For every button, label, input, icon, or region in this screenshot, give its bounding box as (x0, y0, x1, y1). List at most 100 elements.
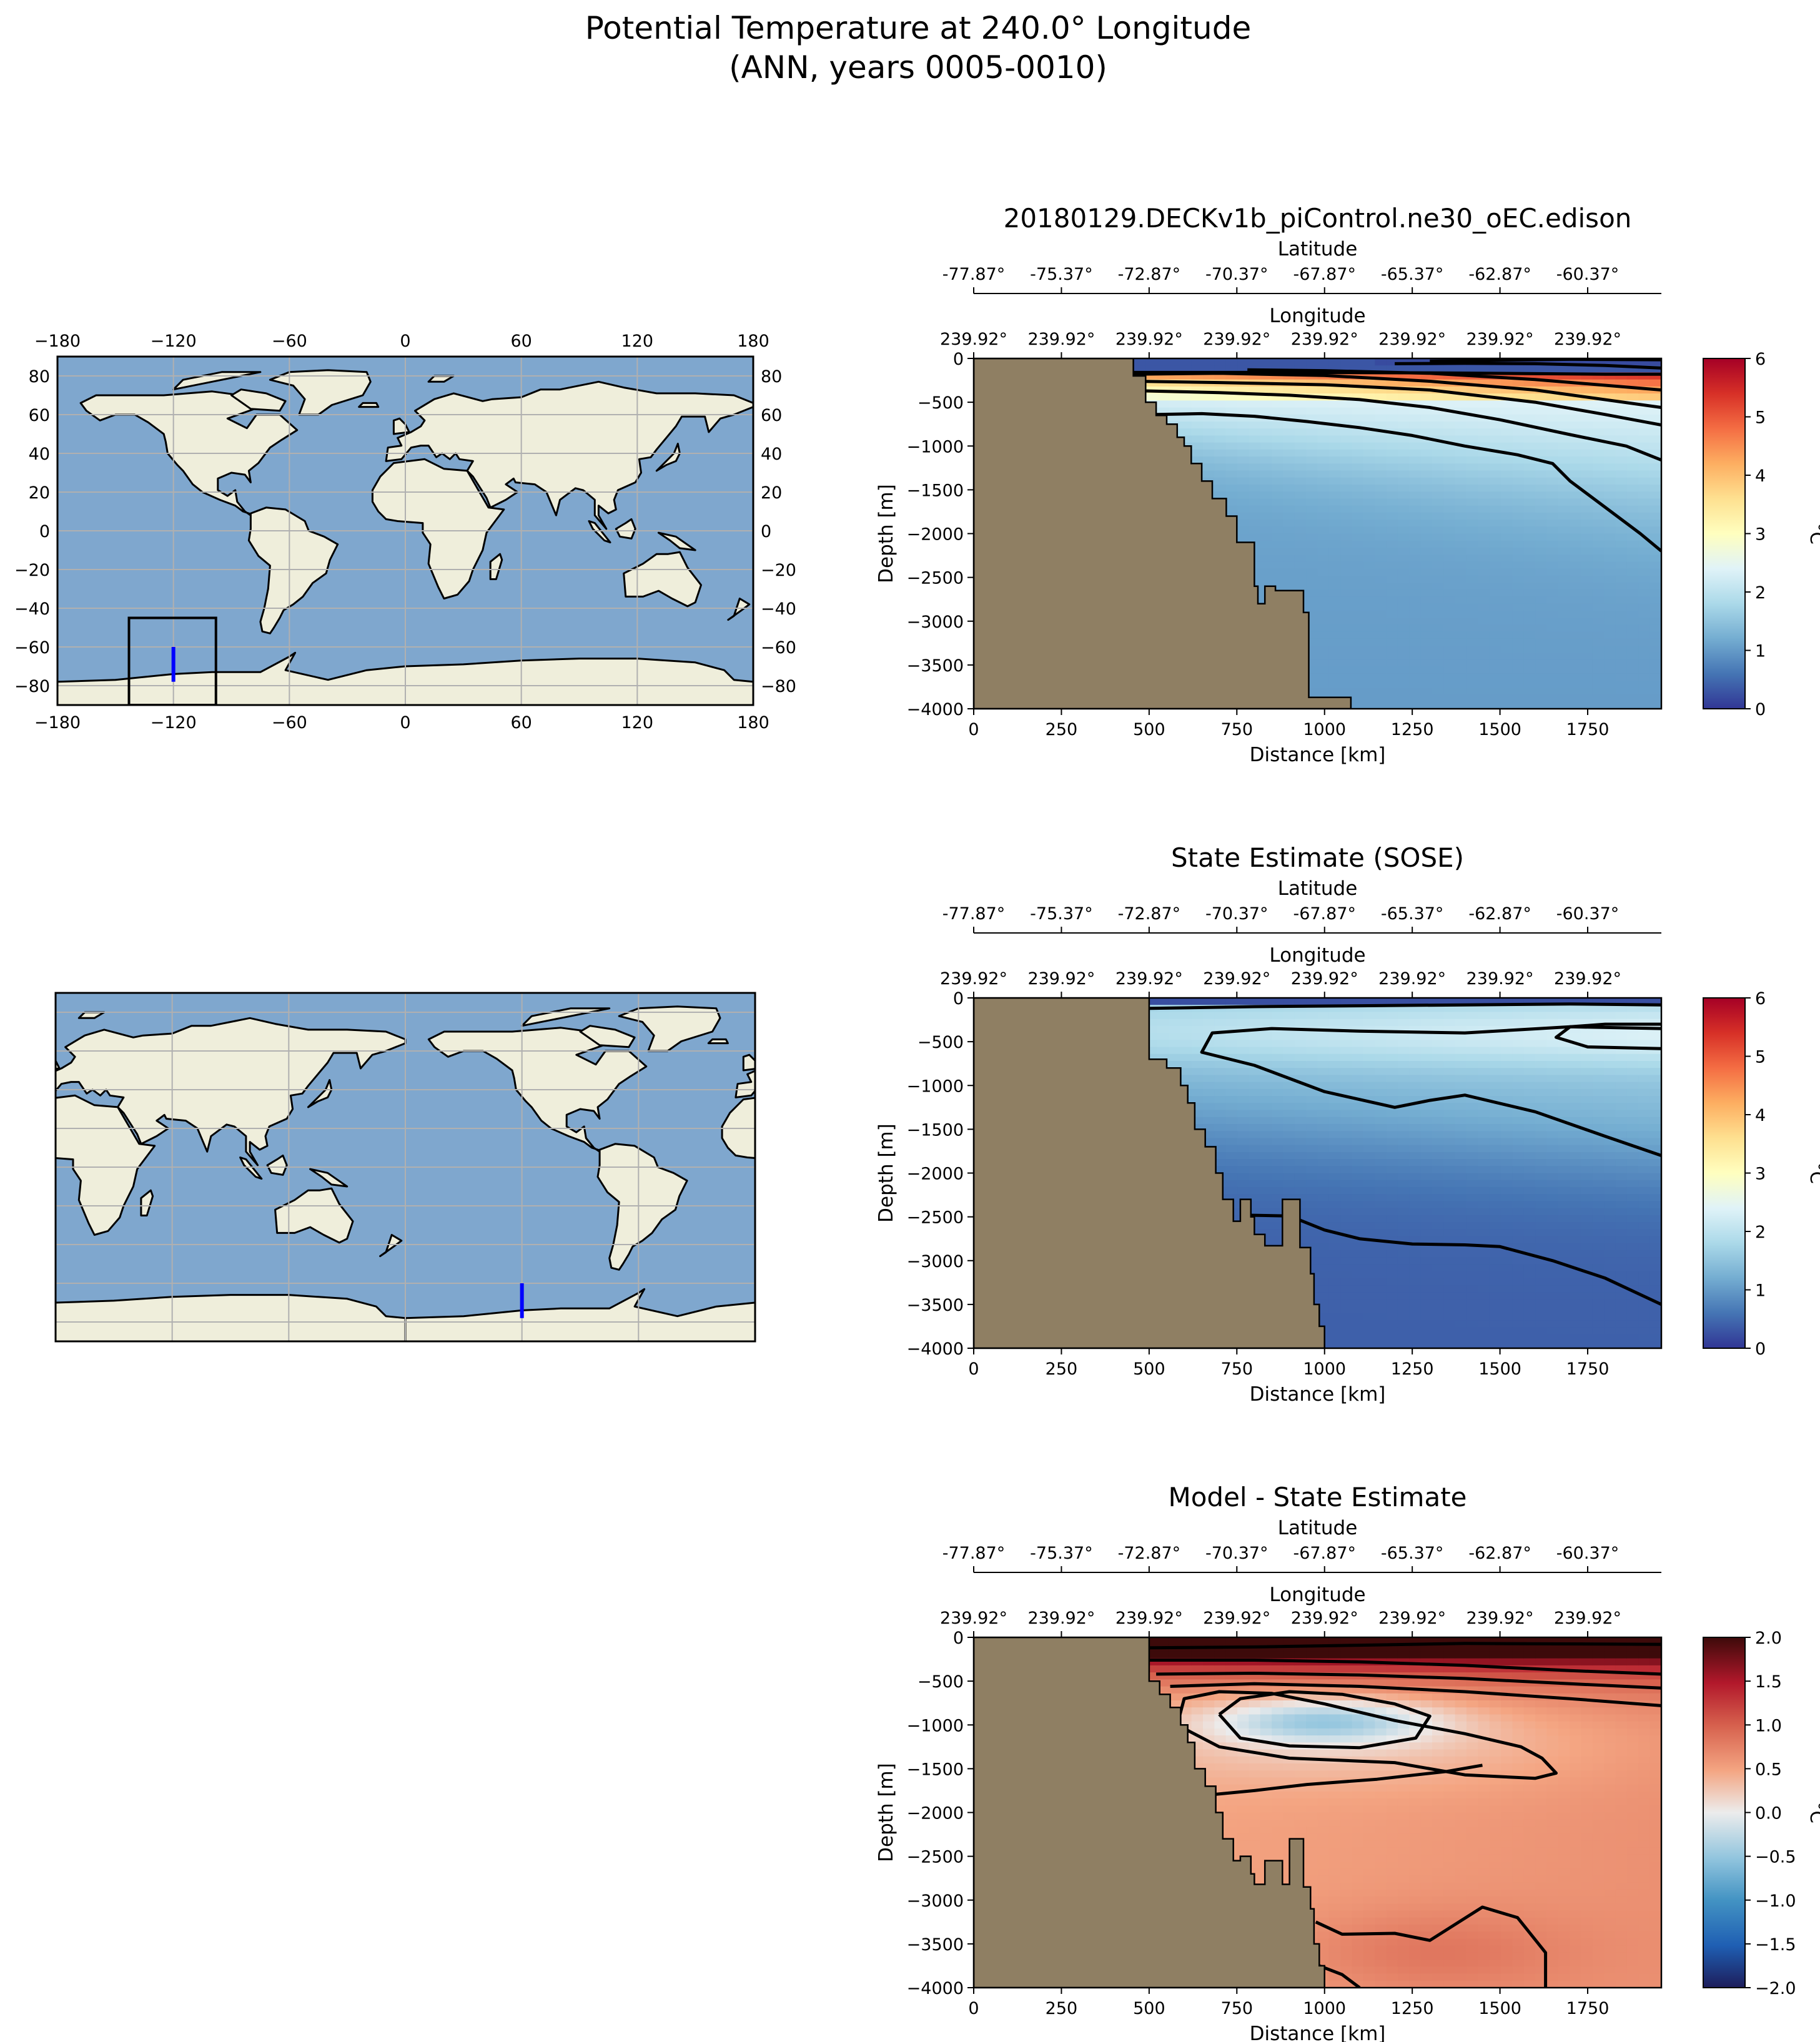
heatmap-cell (1649, 631, 1661, 639)
heatmap-cell (1570, 400, 1582, 408)
heatmap-cell (1397, 610, 1410, 618)
heatmap-cell (1558, 442, 1570, 450)
heatmap-cell (1649, 688, 1661, 696)
heatmap-cell (1203, 1075, 1215, 1083)
heatmap-cell (1455, 491, 1467, 500)
heatmap-cell (1615, 681, 1628, 689)
heatmap-cell (1649, 491, 1661, 500)
heatmap-cell (1455, 484, 1467, 492)
heatmap-cell (1638, 618, 1651, 626)
heatmap-cell (1386, 533, 1398, 541)
heatmap-cell (1214, 484, 1227, 492)
heatmap-cell (1386, 631, 1398, 639)
heatmap-cell (1237, 520, 1250, 528)
heatmap-cell (1592, 365, 1605, 373)
heatmap-cell (1363, 470, 1376, 478)
heatmap-cell (1363, 491, 1376, 500)
heatmap-cell (1546, 568, 1559, 576)
heatmap-cell (1328, 491, 1341, 500)
heatmap-cell (1420, 618, 1433, 626)
heatmap-cell (1352, 1012, 1364, 1020)
heatmap-cell (1604, 477, 1616, 485)
heatmap-cell (1397, 673, 1410, 681)
heatmap-cell (1604, 673, 1616, 681)
heatmap-cell (1626, 624, 1639, 633)
heatmap-cell (1570, 533, 1582, 541)
heatmap-cell (1615, 561, 1628, 570)
heatmap-cell (1317, 1166, 1330, 1174)
heatmap-cell (1409, 653, 1422, 661)
heatmap-cell (1294, 575, 1307, 583)
heatmap-cell (1214, 449, 1227, 457)
heatmap-cell (1512, 673, 1525, 681)
heatmap-cell (1558, 688, 1570, 696)
heatmap-cell (1512, 659, 1525, 668)
map-lon-tick-label-bottom: 0 (400, 713, 410, 732)
heatmap-cell (1615, 407, 1628, 415)
heatmap-cell (1501, 701, 1513, 709)
heatmap-cell (1283, 1117, 1295, 1125)
heatmap-cell (1523, 463, 1536, 471)
heatmap-cell (1386, 624, 1398, 633)
heatmap-cell (1294, 568, 1307, 576)
heatmap-cell (1294, 484, 1307, 492)
heatmap-cell (1581, 400, 1593, 408)
heatmap-cell (1581, 610, 1593, 618)
heatmap-cell (1352, 533, 1364, 541)
heatmap-cell (1283, 358, 1295, 367)
heatmap-cell (1397, 484, 1410, 492)
heatmap-cell (1260, 1103, 1272, 1111)
heatmap-cell (1455, 421, 1467, 429)
heatmap-cell (1352, 470, 1364, 478)
heatmap-cell (1375, 484, 1387, 492)
heatmap-cell (1272, 1229, 1284, 1237)
y-tick-label: −2500 (907, 569, 964, 588)
heatmap-cell (1328, 442, 1341, 450)
heatmap-cell (1478, 646, 1490, 654)
heatmap-cell (1306, 1110, 1318, 1118)
heatmap-cell (1328, 1159, 1341, 1167)
heatmap-cell (1180, 1033, 1192, 1041)
heatmap-cell (1501, 575, 1513, 583)
heatmap-cell (1340, 618, 1353, 626)
heatmap-cell (1283, 407, 1295, 415)
map-lat-tick-label-left: −80 (14, 677, 50, 696)
heatmap-cell (1340, 1222, 1353, 1230)
heatmap-cell (1306, 1040, 1318, 1048)
map-lon-tick-label-top: −180 (34, 332, 81, 351)
heatmap-cell (1317, 638, 1330, 646)
heatmap-cell (1317, 568, 1330, 576)
heatmap-cell (1615, 701, 1628, 709)
heatmap-cell (1328, 1060, 1341, 1068)
heatmap-cell (1168, 998, 1181, 1006)
heatmap-cell (1352, 1299, 1364, 1307)
heatmap-cell (1649, 583, 1661, 591)
heatmap-cell (1409, 484, 1422, 492)
heatmap-cell (1397, 701, 1410, 709)
heatmap-cell (1306, 484, 1318, 492)
heatmap-cell (1478, 365, 1490, 373)
heatmap-cell (1512, 575, 1525, 583)
heatmap-cell (1249, 1194, 1261, 1202)
heatmap-cell (1249, 1103, 1261, 1111)
heatmap-cell (1558, 421, 1570, 429)
heatmap-cell (1260, 456, 1272, 465)
latitude-tick-label: -75.37° (1030, 265, 1093, 284)
map-lat-tick-label-right: 80 (761, 367, 782, 387)
heatmap-cell (1455, 533, 1467, 541)
map-lat-tick-label-right: −60 (761, 638, 796, 658)
heatmap-cell (1615, 603, 1628, 611)
heatmap-cell (1501, 456, 1513, 465)
heatmap-cell (1523, 470, 1536, 478)
heatmap-cell (1340, 520, 1353, 528)
heatmap-cell (1157, 1019, 1169, 1027)
heatmap-cell (1386, 442, 1398, 450)
heatmap-cell (1283, 555, 1295, 563)
heatmap-cell (1443, 477, 1456, 485)
heatmap-cell (1294, 555, 1307, 563)
land-sumatra (588, 520, 611, 544)
heatmap-cell (1214, 400, 1227, 408)
heatmap-cell (1546, 653, 1559, 661)
heatmap-cell (1225, 1068, 1238, 1076)
heatmap-cell (1237, 526, 1250, 535)
